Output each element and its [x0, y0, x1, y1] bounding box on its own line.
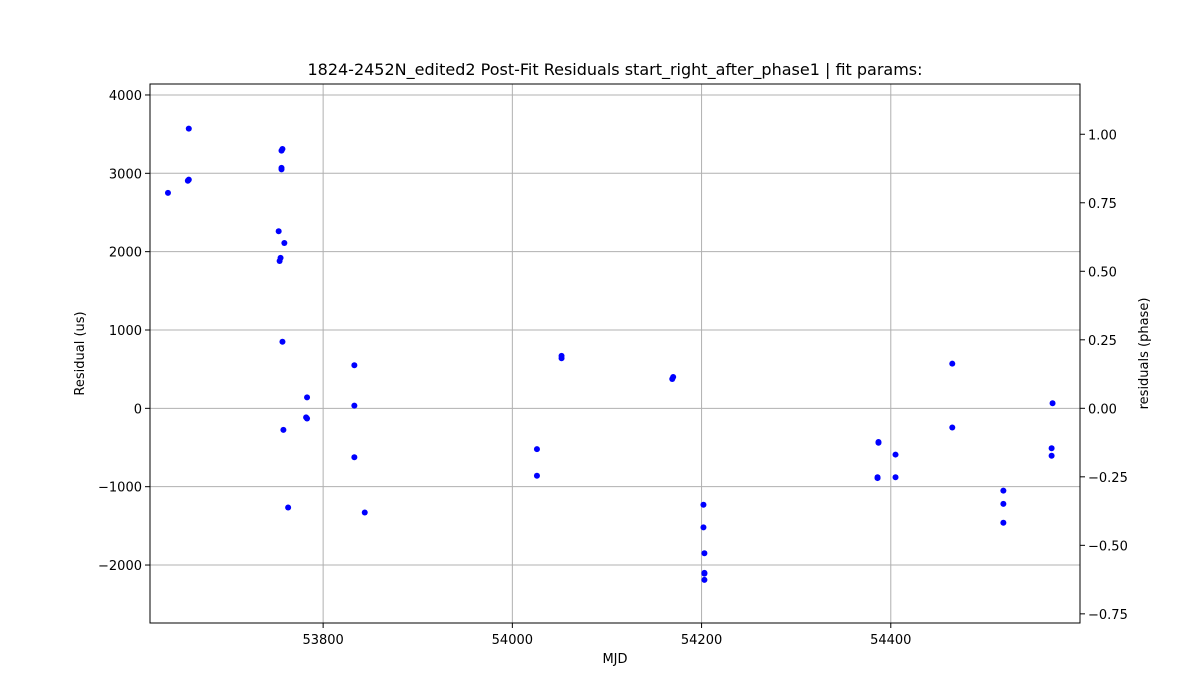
y2-axis-label: residuals (phase)	[1137, 298, 1152, 410]
data-point-0-47	[1049, 400, 1056, 407]
x-axis-label: MJD	[602, 652, 627, 667]
data-point-0-13	[281, 240, 288, 247]
data-point-0-22	[533, 472, 540, 479]
data-point-0-30	[701, 550, 708, 557]
data-point-0-40	[949, 360, 956, 367]
data-point-0-41	[949, 424, 956, 431]
data-point-0-8	[278, 164, 285, 171]
data-point-0-33	[701, 569, 708, 576]
data-point-0-6	[277, 254, 284, 261]
data-point-0-29	[700, 524, 707, 531]
data-point-0-12	[280, 426, 287, 433]
data-point-0-44	[1000, 487, 1007, 494]
data-point-0-20	[351, 454, 358, 461]
plot-frame	[149, 83, 1081, 624]
y-tick-label-3: 1000	[109, 324, 142, 339]
grid-lines	[150, 84, 1080, 623]
x-tick-label-2: 54200	[681, 633, 722, 648]
data-point-0-43	[1000, 500, 1007, 507]
data-point-0-11	[279, 338, 286, 345]
data-point-0-2	[185, 176, 192, 183]
y2-tick-label-1: −0.50	[1088, 539, 1128, 554]
y-tick-label-0: −2000	[98, 559, 142, 574]
data-point-0-19	[351, 402, 358, 409]
x-tick-label-0: 53800	[302, 633, 343, 648]
data-point-0-21	[361, 509, 368, 516]
y2-tick-label-7: 1.00	[1088, 128, 1117, 143]
data-point-0-17	[304, 394, 311, 401]
y2-tick-label-0: −0.75	[1088, 608, 1128, 623]
data-point-0-3	[185, 125, 192, 132]
y2-tick-label-2: −0.25	[1088, 471, 1128, 486]
data-point-0-23	[533, 446, 540, 453]
data-points	[164, 125, 1056, 583]
data-point-0-46	[1048, 445, 1055, 452]
data-point-0-35	[874, 475, 881, 482]
x-axis-ticks: 53800 54000 54200 54400	[302, 623, 911, 648]
data-point-0-4	[275, 228, 282, 235]
y2-tick-label-4: 0.25	[1088, 334, 1117, 349]
y2-tick-label-6: 0.75	[1088, 197, 1117, 212]
data-point-0-0	[164, 189, 171, 196]
y-tick-label-1: −1000	[98, 481, 142, 496]
data-point-0-37	[875, 439, 882, 446]
y-tick-label-2: 0	[134, 402, 142, 417]
data-point-0-25	[558, 352, 565, 359]
y2-axis-ticks: −0.75 −0.50 −0.25 0.00 0.25 0.50 0.75 1.00	[1080, 128, 1128, 623]
y-tick-label-4: 2000	[109, 246, 142, 261]
data-point-0-16	[304, 415, 311, 422]
data-point-0-32	[701, 576, 708, 583]
data-point-0-38	[892, 474, 899, 481]
data-point-0-27	[670, 374, 677, 381]
data-point-0-42	[1000, 519, 1007, 526]
data-point-0-28	[700, 501, 707, 508]
y-tick-label-6: 4000	[109, 89, 142, 104]
chart-title: 1824-2452N_edited2 Post-Fit Residuals st…	[307, 60, 922, 80]
data-point-0-14	[285, 504, 292, 511]
data-point-0-39	[892, 451, 899, 458]
x-tick-label-3: 54400	[870, 633, 911, 648]
y2-tick-label-5: 0.50	[1088, 265, 1117, 280]
y-axis-ticks: −2000 −1000 0 1000 2000 3000 4000	[98, 89, 150, 574]
y2-tick-label-3: 0.00	[1088, 402, 1117, 417]
data-point-0-10	[279, 146, 286, 153]
y-axis-label: Residual (us)	[73, 311, 88, 395]
y-tick-label-5: 3000	[109, 167, 142, 182]
data-point-0-18	[351, 362, 358, 369]
data-point-0-45	[1048, 452, 1055, 459]
x-tick-label-1: 54000	[492, 633, 533, 648]
